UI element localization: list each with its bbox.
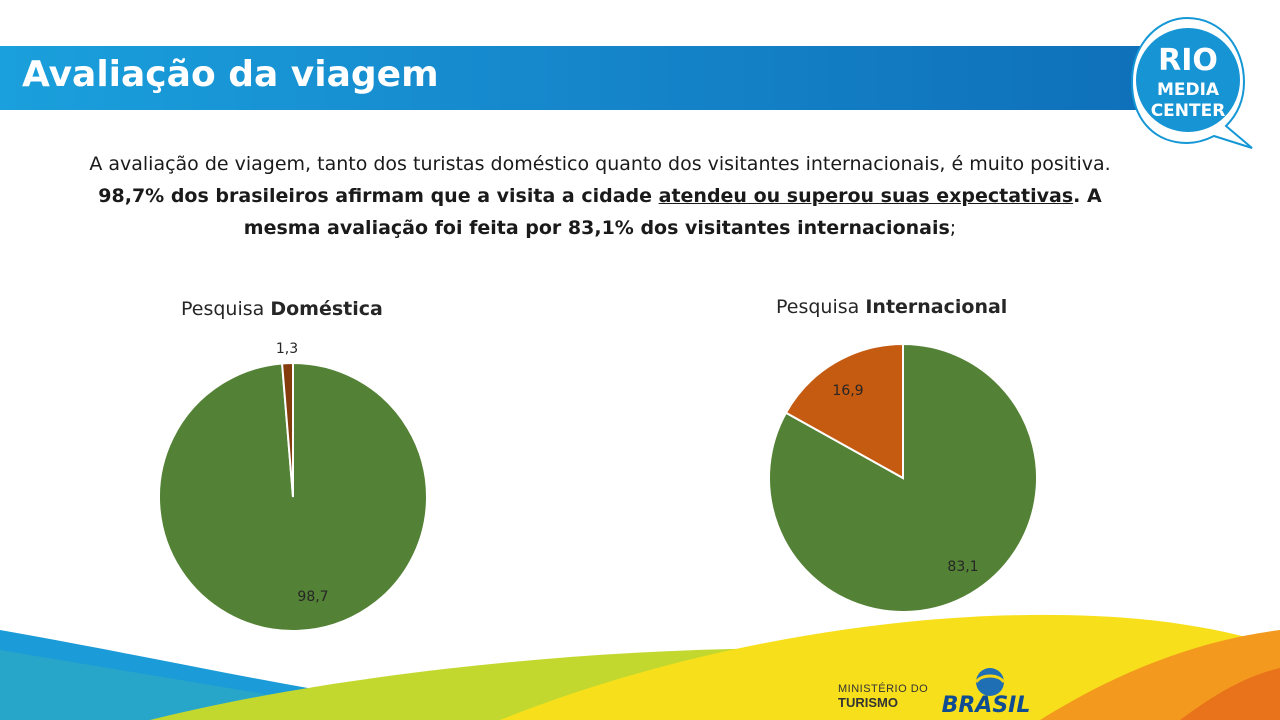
ministry-line-2: TURISMO [838, 695, 898, 710]
data-label: 83,1 [947, 559, 978, 575]
intro-paragraph: A avaliação de viagem, tanto dos turista… [70, 148, 1130, 244]
chart-title-bold: Doméstica [270, 298, 383, 320]
brasil-logo: BRASIL [942, 668, 1031, 718]
data-label: 16,9 [832, 383, 863, 399]
chart-title-prefix: Pesquisa [181, 298, 271, 320]
rio-media-center-logo: RIO MEDIA CENTER [1130, 16, 1253, 149]
decorative-waves [0, 614, 1280, 720]
title-bar [0, 46, 1180, 110]
data-label: 98,7 [297, 589, 328, 605]
intro-end: ; [949, 217, 957, 239]
chart-title-internacional: Pesquisa Internacional [776, 296, 1007, 318]
ministry-label: MINISTÉRIO DO TURISMO [838, 683, 928, 709]
logo-text-center: CENTER [1151, 101, 1226, 121]
intro-underlined-text: atendeu ou superou suas expectativas [658, 185, 1074, 207]
pie-slice [784, 342, 904, 480]
intro-bold-text-2: . A mesma avaliação foi feita por 83,1% … [243, 185, 1102, 239]
page-title: Avaliação da viagem [22, 54, 439, 95]
pie-slice [280, 361, 294, 498]
chart-title-domestica: Pesquisa Doméstica [181, 298, 383, 320]
intro-bold-text-1: 98,7% dos brasileiros afirmam que a visi… [98, 185, 659, 207]
intro-text: A avaliação de viagem, tanto dos turista… [89, 153, 1111, 175]
ministry-line-1: MINISTÉRIO DO [838, 683, 929, 695]
brasil-text: BRASIL [942, 693, 1031, 718]
logo-text-rio: RIO [1158, 43, 1218, 78]
logo-text-media: MEDIA [1157, 80, 1220, 100]
chart-title-bold: Internacional [865, 296, 1008, 318]
chart-title-prefix: Pesquisa [776, 296, 866, 318]
data-label: 1,3 [276, 341, 298, 357]
